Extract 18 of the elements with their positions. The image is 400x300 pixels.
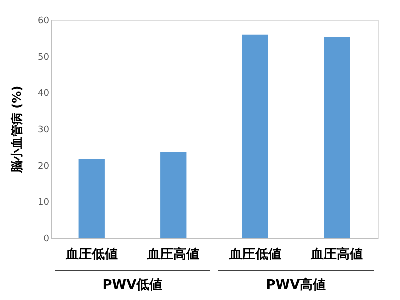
y-tick-label: 10 xyxy=(38,198,50,208)
y-tick-label: 40 xyxy=(38,89,50,100)
text: PWV低値 xyxy=(102,278,163,293)
y-tick-label: 60 xyxy=(38,16,50,26)
x-tick-label: 血圧高値 xyxy=(146,246,200,262)
bar xyxy=(324,37,350,238)
x-tick-label: 血圧低値 xyxy=(228,248,282,262)
x-tick-label: 血圧低値 xyxy=(64,248,118,262)
bar xyxy=(78,159,105,238)
y-axis-title: 脳小血管病 (%) xyxy=(10,86,24,174)
x-tick-label: 血圧高値 xyxy=(310,246,364,262)
y-tick-label: 30 xyxy=(38,126,50,136)
y-tick-label: 50 xyxy=(38,52,50,63)
bar xyxy=(160,152,187,238)
y-tick-label: 20 xyxy=(38,162,50,172)
text: PWV高値 xyxy=(266,277,326,293)
y-tick-label: 0 xyxy=(44,234,50,244)
bar xyxy=(242,34,268,238)
